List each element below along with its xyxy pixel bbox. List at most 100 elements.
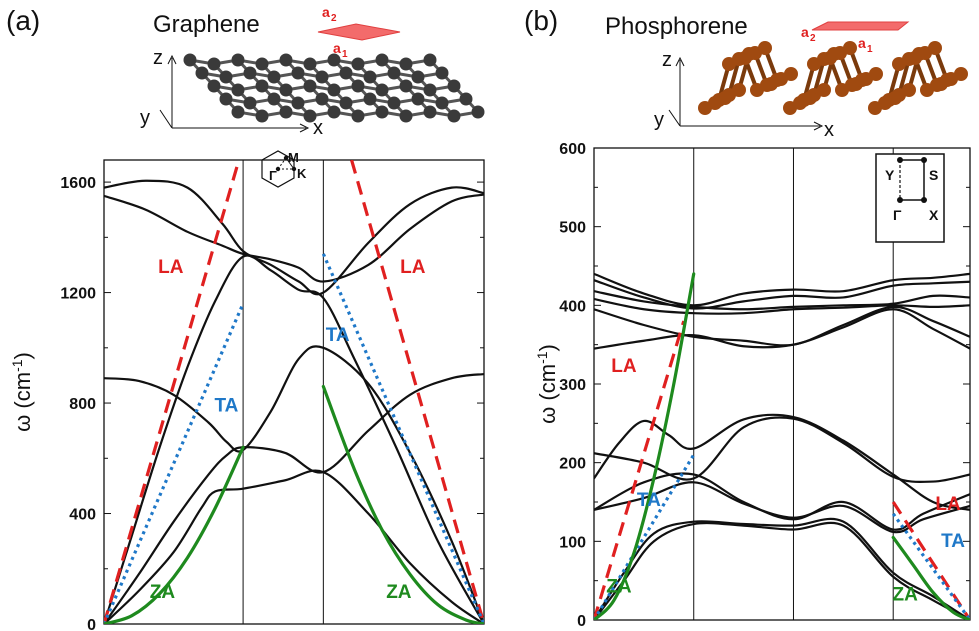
graphene-atom [219,92,233,106]
graphene-atom [375,83,389,97]
graphene-atom [375,53,389,67]
bz-label-k: K [297,166,307,181]
bz-label-gamma-b: Γ [893,207,902,223]
series-za [104,445,245,624]
phosphorene-atom [758,41,772,55]
phosphorene-atom [888,91,902,105]
x-tick-label: X [888,629,899,631]
branch-label-ta: TA [214,395,238,416]
graphene-atom [423,105,437,119]
graphene-coordinate-axes [159,54,310,133]
graphene-atom [231,53,245,67]
phonon-band [594,279,970,310]
panel-b-material: Phosphorene [605,13,748,40]
phonon-band [594,481,970,534]
phosphorene-atom [770,73,784,87]
phonon-band [594,297,970,315]
graphene-atom [351,57,365,71]
y-tick-label: 500 [559,220,586,237]
bz-label-x: X [929,207,939,223]
phosphorene-unit-cell: a 2 a 1 [801,21,910,55]
graphene-atom [459,92,473,106]
branch-label-za: ZA [386,582,412,603]
graphene-atom [291,66,305,80]
graphene-atom [303,57,317,71]
bz-label-gamma-a: Γ [269,168,277,183]
x-tick-label: Y [688,629,699,631]
graphene-atom [255,57,269,71]
graphene-atom [399,57,413,71]
graphene-atom [423,53,437,67]
graphene-a2-label: a [322,4,330,20]
y-axis-title: ω (cm-1) [534,344,560,424]
graphene-atom [339,66,353,80]
plot-frame [103,159,485,625]
phosphorene-atom [869,67,883,81]
y-tick-label: 600 [559,141,586,158]
phosphorene-atom [732,83,746,97]
phonon-band [104,179,484,296]
graphene-unit-cell: a 2 a 1 [317,4,401,60]
y-tick-label: 100 [559,534,586,551]
graphene-atom [375,105,389,119]
y-tick-label: 300 [559,377,586,394]
branch-label-la: LA [400,257,426,278]
graphene-axis-z: z [153,47,163,69]
graphene-atom [435,96,449,110]
series-la [594,320,686,620]
phosphorene-atom [827,47,841,61]
series-ta [104,302,245,624]
branch-label-la: LA [158,257,184,278]
phonon-band [594,272,970,307]
graphene-atom [363,92,377,106]
graphene-atom [399,79,413,93]
graphene-atom [339,96,353,110]
bz-label-s: S [929,167,938,183]
phosphorene-axis-z: z [662,49,672,71]
graphene-atoms [183,53,485,123]
graphene-atom [231,83,245,97]
graphene-atom [279,105,293,119]
phonon-band [594,472,970,531]
series-la [104,160,241,624]
phonon-band [594,416,970,484]
phosphorene-a1-label: a [858,35,866,51]
graphene-atom [255,109,269,123]
phosphorene-atom [803,91,817,105]
phosphorene-coordinate-axes [668,56,824,131]
branch-label-ta: TA [326,325,350,346]
panel-a-label: (a) [6,5,40,36]
bz-label-y: Y [885,167,895,183]
graphene-a2-sub: 2 [331,13,337,24]
graphene-atom [435,66,449,80]
graphene-atom [219,70,233,84]
graphene-atom [207,57,221,71]
graphene-atom [207,79,221,93]
graphene-atom [303,79,317,93]
graphene-a1-sub: 1 [342,49,348,60]
phosphorene-atom [843,41,857,55]
graphene-atom [291,96,305,110]
phosphorene-a2-sub: 2 [810,33,816,44]
series-za [891,535,970,620]
graphene-atom [243,96,257,110]
phonon-band [104,372,484,624]
phosphorene-atom [855,73,869,87]
phosphorene-atom [912,47,926,61]
graphene-atom [447,109,461,123]
graphene-atom [327,53,341,67]
branch-label-la: LA [935,494,961,515]
phosphorene-atom [784,67,798,81]
phosphorene-atom [817,83,831,97]
phonon-band [104,469,484,624]
y-tick-label: 400 [559,298,586,315]
x-tick-label: S [788,629,799,631]
graphene-axis-y: y [140,107,150,129]
phosphorene-brillouin-zone: Y S Γ X [875,153,945,243]
graphene-atom [327,83,341,97]
phosphorene-atom [718,91,732,105]
y-axis-title: ω (cm-1) [9,352,35,432]
panel-b-label: (b) [524,5,558,36]
phonon-band [104,254,484,624]
phonon-band [594,290,970,311]
